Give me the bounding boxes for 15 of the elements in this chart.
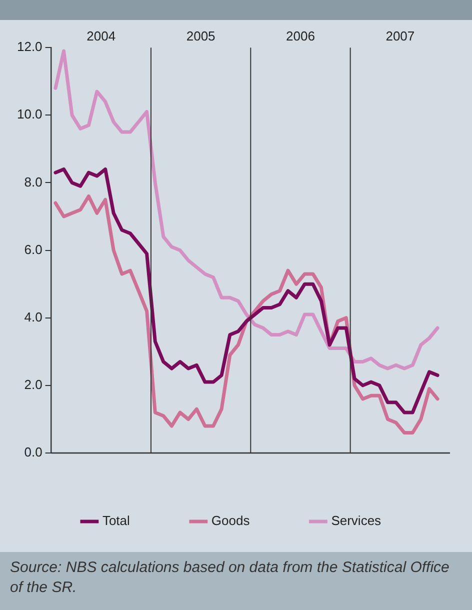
- legend-label: Services: [331, 513, 382, 528]
- y-tick-label: 2.0: [24, 377, 42, 392]
- x-tick-label: 2005: [186, 28, 216, 44]
- x-tick-label: 2004: [86, 28, 116, 44]
- y-tick-label: 4.0: [24, 309, 42, 324]
- y-tick-label: 0.0: [24, 444, 42, 460]
- legend-label: Goods: [211, 513, 250, 528]
- y-tick-label: 10.0: [16, 106, 42, 122]
- x-tick-label: 2006: [286, 28, 315, 44]
- y-tick-label: 12.0: [16, 39, 42, 54]
- legend-label: Total: [102, 513, 130, 528]
- y-tick-label: 8.0: [24, 174, 42, 190]
- y-tick-label: 6.0: [24, 242, 42, 257]
- source-note: Source: NBS calculations based on data from the Statistical Office of the SR.: [10, 558, 450, 598]
- x-tick-label: 2007: [386, 28, 415, 44]
